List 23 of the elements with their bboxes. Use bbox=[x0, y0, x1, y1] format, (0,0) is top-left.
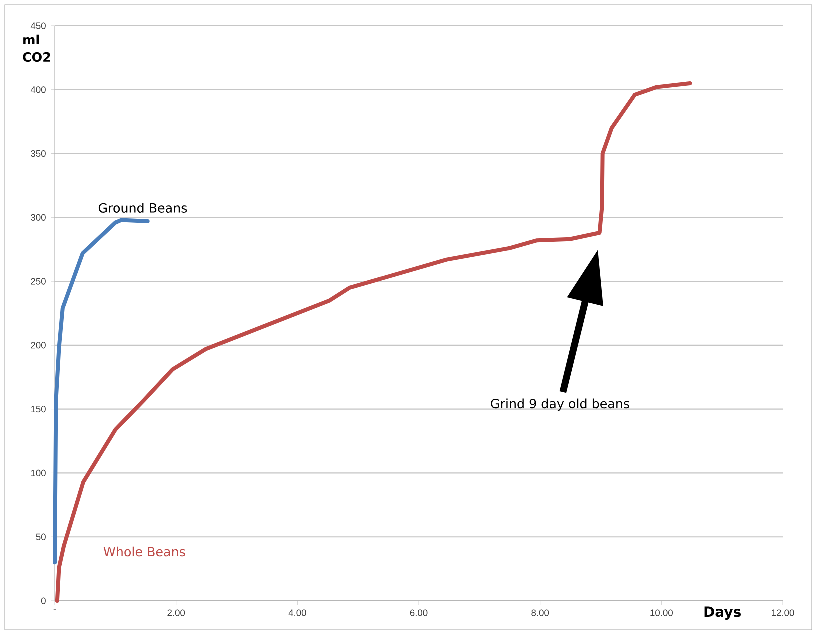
x-tick-label: 12.00 bbox=[772, 610, 794, 616]
y-tick-label: 400 bbox=[30, 86, 46, 94]
text: Whole Beans bbox=[104, 546, 186, 557]
x-axis-title: Days bbox=[704, 606, 741, 620]
y-tick-label: 0 bbox=[41, 598, 46, 604]
y-tick-label: 350 bbox=[31, 150, 46, 158]
x-tick-label: 8.00 bbox=[532, 610, 550, 616]
y-tick-label: 100 bbox=[31, 470, 46, 477]
x-tick-label: 6.00 bbox=[410, 610, 428, 616]
line-series bbox=[53, 218, 150, 565]
x-tick-label: 2.00 bbox=[168, 610, 186, 616]
y-axis-title: ml CO2 bbox=[23, 34, 50, 62]
y-tick-label: 150 bbox=[31, 406, 46, 413]
series-label: Ground Beans bbox=[98, 203, 188, 213]
y-tick-label: 450 bbox=[30, 22, 46, 30]
y-tick-label: 300 bbox=[31, 214, 46, 221]
x-tick-label: 10.00 bbox=[650, 610, 673, 616]
y-tick-label: 250 bbox=[31, 278, 46, 285]
x-tick-label: 4.00 bbox=[288, 610, 306, 616]
annotation: Grind 9 day old beans bbox=[491, 398, 630, 412]
line-series bbox=[55, 81, 692, 603]
y-tick-label: 50 bbox=[36, 534, 46, 540]
y-tick-label: 200 bbox=[31, 342, 46, 349]
